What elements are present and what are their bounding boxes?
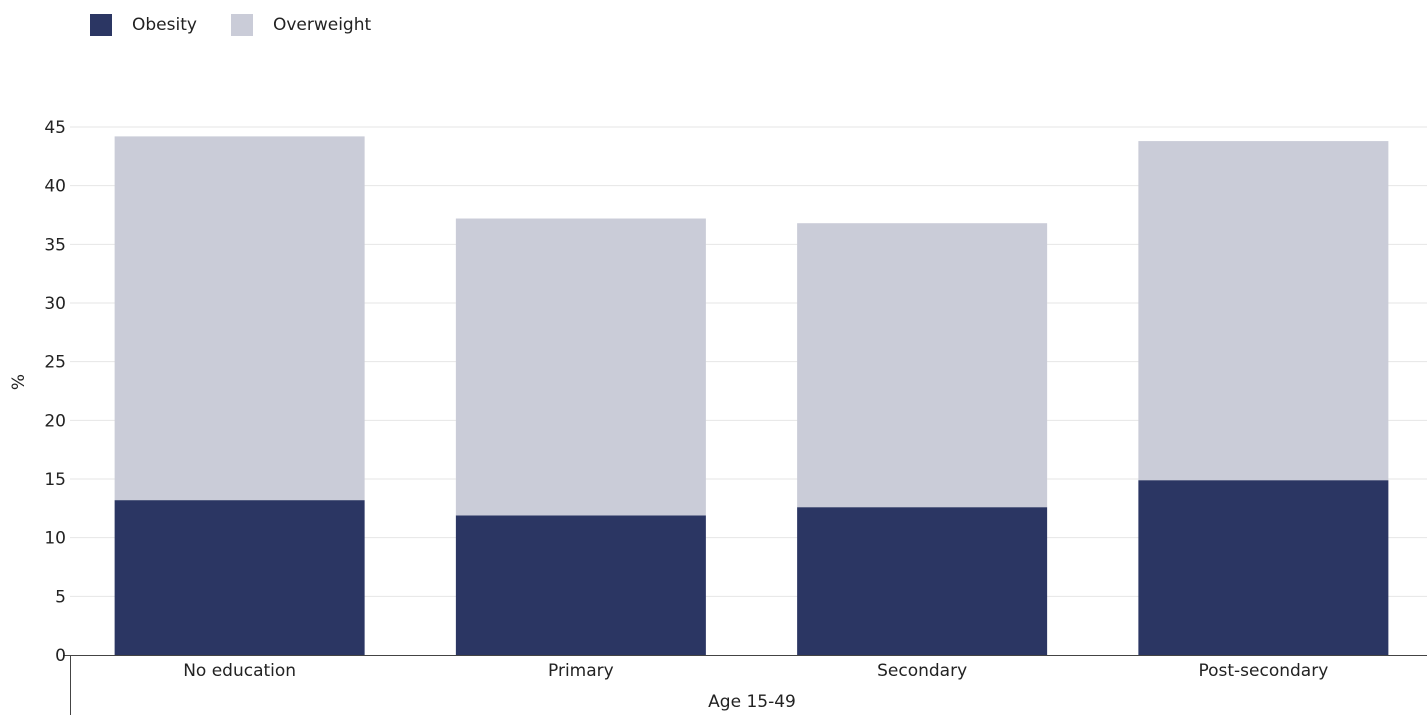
bar-overweight-4[interactable]	[1138, 141, 1389, 481]
bar-overweight-1[interactable]	[114, 136, 365, 501]
legend-swatch-obesity	[90, 14, 112, 36]
y-tick-label: 35	[44, 235, 66, 255]
legend: Obesity Overweight	[90, 14, 405, 36]
legend-swatch-overweight	[230, 14, 253, 36]
bar-overweight-3[interactable]	[797, 223, 1048, 508]
legend-label-obesity: Obesity	[132, 15, 197, 35]
axes	[63, 655, 1427, 715]
bars	[114, 136, 1389, 655]
y-tick-label: 25	[44, 353, 66, 373]
legend-item-overweight[interactable]: Overweight	[230, 14, 372, 36]
y-tick-label: 45	[44, 118, 66, 138]
bar-obesity-4[interactable]	[1138, 480, 1389, 655]
y-tick-label: 0	[55, 646, 66, 666]
labels: % Age 15-49 0 5 10 15 20 25 30 35 40 45 No educati…	[9, 118, 1328, 712]
y-tick-label: 40	[44, 177, 66, 197]
legend-label-overweight: Overweight	[272, 15, 372, 35]
y-tick-label: 20	[44, 411, 66, 431]
x-tick-label: Primary	[548, 661, 614, 681]
x-tick-label: Secondary	[877, 661, 967, 681]
y-tick-label: 30	[44, 294, 66, 314]
y-tick-label: 15	[44, 470, 66, 490]
y-tick-label: 10	[44, 529, 66, 549]
bar-obesity-3[interactable]	[797, 507, 1048, 655]
bar-obesity-1[interactable]	[114, 500, 365, 655]
legend-item-obesity[interactable]: Obesity	[90, 14, 197, 36]
x-axis-title: Age 15-49	[708, 692, 796, 712]
bar-obesity-2[interactable]	[455, 515, 706, 655]
x-tick-label: No education	[183, 661, 296, 681]
y-tick-label: 5	[55, 587, 66, 607]
y-axis-title: %	[9, 374, 29, 390]
x-tick-label: Post-secondary	[1198, 661, 1328, 681]
bar-overweight-2[interactable]	[455, 218, 706, 516]
